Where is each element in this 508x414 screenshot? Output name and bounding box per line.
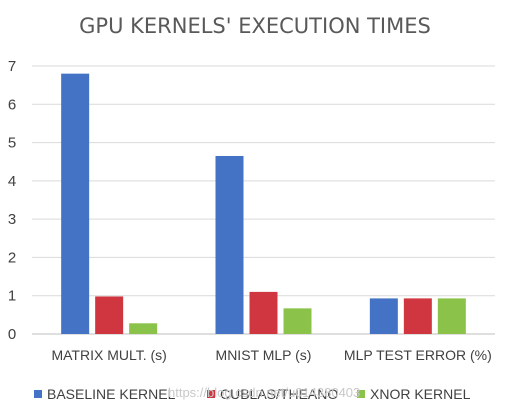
- legend-label: XNOR KERNEL: [370, 386, 471, 402]
- bar-1-3: [369, 298, 398, 334]
- bar-2-2: [249, 291, 278, 334]
- bar-2-3: [403, 298, 432, 334]
- y-tick-label: 6: [8, 96, 16, 113]
- x-category-label: MLP TEST ERROR (%): [344, 347, 492, 363]
- bar-3-1: [129, 323, 158, 334]
- bar-3-2: [283, 308, 312, 334]
- y-tick-label: 4: [8, 173, 16, 190]
- gridlines: [32, 65, 495, 335]
- legend-label: BASELINE KERNEL: [47, 386, 176, 402]
- legend-swatch: [357, 390, 365, 398]
- bar-3-3: [437, 298, 466, 334]
- y-axis-ticks: 0 1 2 3 4 5 6 7: [8, 58, 16, 343]
- y-tick-label: 1: [8, 288, 16, 305]
- bar-2-1: [95, 296, 124, 334]
- legend-label: CUBLAS/THEANO: [220, 386, 338, 402]
- x-category-label: MATRIX MULT. (s): [51, 347, 166, 363]
- legend-swatch: [207, 390, 215, 398]
- bar-1-2: [215, 155, 244, 334]
- legend-swatch: [34, 390, 42, 398]
- bars: [61, 73, 466, 335]
- chart-title: GPU KERNELS' EXECUTION TIMES: [79, 14, 431, 38]
- y-tick-label: 7: [8, 58, 16, 75]
- y-tick-label: 0: [8, 326, 16, 343]
- bar-1-1: [61, 73, 90, 335]
- x-category-label: MNIST MLP (s): [216, 347, 312, 363]
- y-tick-label: 3: [8, 211, 16, 228]
- watermark-text: https://blog.csdn.net/u014380403: [168, 385, 360, 400]
- y-tick-label: 5: [8, 135, 16, 152]
- legend: BASELINE KERNEL CUBLAS/THEANO XNOR KERNEL: [34, 386, 471, 402]
- x-axis-labels: MATRIX MULT. (s) MNIST MLP (s) MLP TEST ER…: [51, 347, 491, 363]
- y-tick-label: 2: [8, 249, 16, 266]
